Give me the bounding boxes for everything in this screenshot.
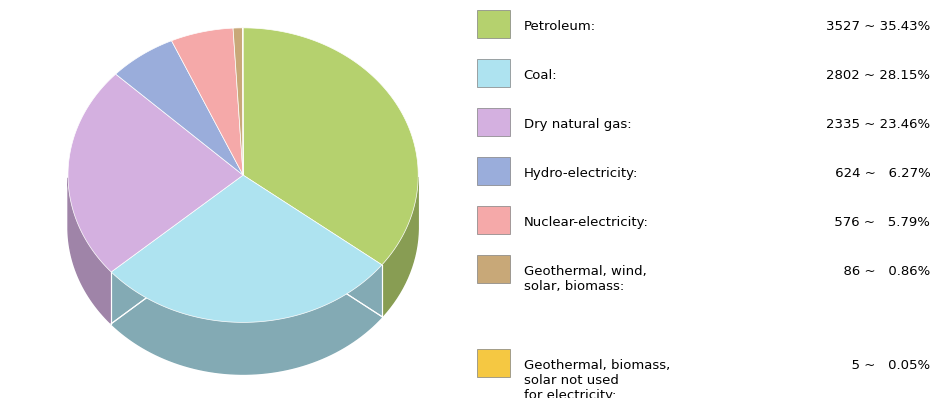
Text: Nuclear-electricity:: Nuclear-electricity: (524, 216, 649, 229)
Text: Coal:: Coal: (524, 69, 557, 82)
Text: 86 ~   0.86%: 86 ~ 0.86% (835, 265, 930, 278)
FancyBboxPatch shape (477, 59, 510, 87)
Polygon shape (243, 28, 418, 265)
FancyBboxPatch shape (477, 10, 510, 38)
Text: Dry natural gas:: Dry natural gas: (524, 118, 631, 131)
Text: Geothermal, wind,
solar, biomass:: Geothermal, wind, solar, biomass: (524, 265, 646, 293)
Polygon shape (68, 178, 111, 324)
Polygon shape (111, 175, 381, 322)
Text: 2802 ~ 28.15%: 2802 ~ 28.15% (827, 69, 930, 82)
Polygon shape (68, 74, 243, 272)
Polygon shape (233, 28, 243, 175)
Polygon shape (111, 265, 381, 374)
Text: 5 ~   0.05%: 5 ~ 0.05% (843, 359, 930, 373)
Text: 576 ~   5.79%: 576 ~ 5.79% (830, 216, 930, 229)
FancyBboxPatch shape (477, 157, 510, 185)
Text: Hydro-electricity:: Hydro-electricity: (524, 167, 638, 180)
Text: 2335 ~ 23.46%: 2335 ~ 23.46% (827, 118, 930, 131)
Polygon shape (171, 28, 243, 175)
Polygon shape (381, 177, 418, 316)
Text: 624 ~   6.27%: 624 ~ 6.27% (830, 167, 930, 180)
Text: Petroleum:: Petroleum: (524, 20, 596, 33)
FancyBboxPatch shape (477, 108, 510, 136)
Text: Geothermal, biomass,
solar not used
for electricity:: Geothermal, biomass, solar not used for … (524, 359, 669, 398)
FancyBboxPatch shape (477, 255, 510, 283)
Polygon shape (116, 41, 243, 175)
FancyBboxPatch shape (477, 349, 510, 377)
FancyBboxPatch shape (477, 206, 510, 234)
Text: 3527 ~ 35.43%: 3527 ~ 35.43% (827, 20, 930, 33)
